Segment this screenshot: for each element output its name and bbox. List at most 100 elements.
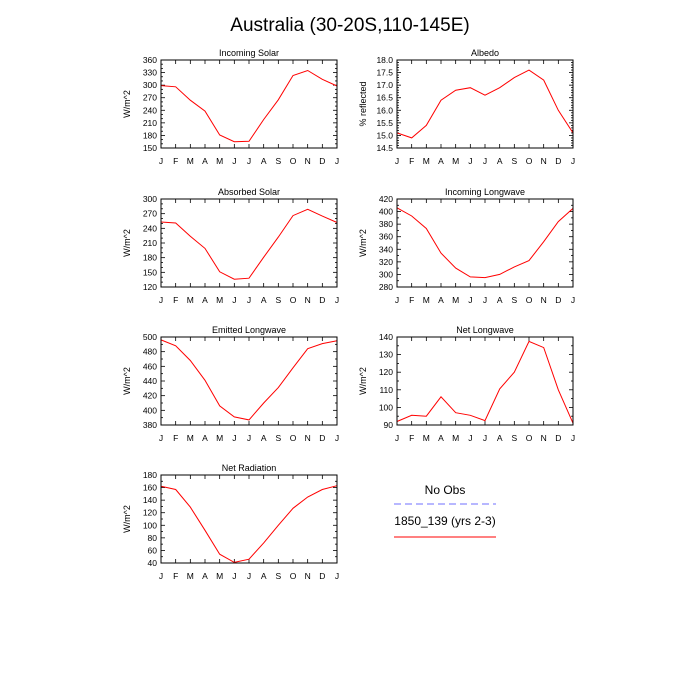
x-tick-label: J bbox=[571, 433, 575, 443]
plot-frame bbox=[396, 59, 574, 149]
y-axis-label: W/m^2 bbox=[122, 367, 132, 395]
x-tick-label: J bbox=[247, 433, 251, 443]
x-tick-label: J bbox=[232, 295, 236, 305]
x-tick-label: O bbox=[290, 295, 297, 305]
x-tick-label: D bbox=[319, 295, 325, 305]
x-tick-label: M bbox=[216, 571, 223, 581]
y-tick-label: 15.0 bbox=[376, 130, 393, 140]
x-tick-label: J bbox=[468, 433, 472, 443]
x-tick-label: M bbox=[452, 433, 459, 443]
y-tick-label: 18.0 bbox=[376, 55, 393, 65]
y-axis-label: W/m^2 bbox=[122, 505, 132, 533]
series-line bbox=[396, 207, 574, 279]
x-tick-label: J bbox=[232, 571, 236, 581]
x-tick-label: F bbox=[173, 433, 178, 443]
y-tick-label: 440 bbox=[143, 376, 157, 386]
x-tick-label: M bbox=[216, 433, 223, 443]
x-tick-label: A bbox=[497, 433, 503, 443]
x-tick-label: J bbox=[335, 571, 339, 581]
plot-frame bbox=[160, 59, 338, 149]
legend-model-label: 1850_139 (yrs 2-3) bbox=[394, 514, 495, 528]
y-tick-label: 120 bbox=[379, 367, 393, 377]
chart-panels: Incoming Solar W/m^2 150 180 210 240 270 300 330… bbox=[122, 48, 575, 581]
x-tick-label: M bbox=[452, 295, 459, 305]
y-axis-label: W/m^2 bbox=[122, 90, 132, 118]
y-tick-label: 100 bbox=[143, 520, 157, 530]
x-tick-label: J bbox=[571, 295, 575, 305]
legend: No Obs 1850_139 (yrs 2-3) bbox=[394, 483, 496, 538]
x-tick-label: D bbox=[555, 156, 561, 166]
x-tick-label: O bbox=[290, 571, 297, 581]
x-tick-label: J bbox=[335, 295, 339, 305]
x-tick-label: F bbox=[173, 571, 178, 581]
y-axis-label: W/m^2 bbox=[122, 229, 132, 257]
x-tick-label: M bbox=[187, 433, 194, 443]
x-tick-label: M bbox=[216, 156, 223, 166]
y-tick-label: 130 bbox=[379, 350, 393, 360]
x-tick-label: M bbox=[452, 156, 459, 166]
x-tick-label: J bbox=[159, 433, 163, 443]
y-tick-label: 360 bbox=[143, 55, 157, 65]
x-tick-label: M bbox=[216, 295, 223, 305]
x-tick-label: D bbox=[555, 295, 561, 305]
x-tick-label: M bbox=[187, 295, 194, 305]
y-tick-label: 460 bbox=[143, 361, 157, 371]
series-line bbox=[160, 208, 338, 280]
plot-frame bbox=[396, 198, 574, 288]
x-tick-label: N bbox=[305, 156, 311, 166]
x-tick-label: A bbox=[261, 433, 267, 443]
x-tick-label: F bbox=[409, 295, 414, 305]
series-line bbox=[396, 340, 574, 424]
x-tick-label: O bbox=[290, 156, 297, 166]
panel-3: Incoming Longwave W/m^2 280 300 320 340 360 380… bbox=[358, 187, 575, 305]
x-tick-label: A bbox=[261, 295, 267, 305]
x-tick-label: O bbox=[526, 156, 533, 166]
y-tick-label: 300 bbox=[143, 194, 157, 204]
y-tick-label: 210 bbox=[143, 238, 157, 248]
x-tick-label: J bbox=[468, 156, 472, 166]
x-tick-label: N bbox=[541, 433, 547, 443]
x-tick-label: N bbox=[541, 295, 547, 305]
x-tick-label: J bbox=[247, 156, 251, 166]
y-tick-label: 60 bbox=[148, 545, 158, 555]
x-tick-label: D bbox=[319, 156, 325, 166]
x-tick-label: A bbox=[202, 433, 208, 443]
y-tick-label: 380 bbox=[143, 420, 157, 430]
x-tick-label: S bbox=[511, 433, 517, 443]
x-tick-label: J bbox=[247, 571, 251, 581]
x-tick-label: O bbox=[526, 433, 533, 443]
y-tick-label: 120 bbox=[143, 508, 157, 518]
x-tick-label: N bbox=[541, 156, 547, 166]
x-tick-label: A bbox=[497, 295, 503, 305]
series-line bbox=[396, 69, 574, 139]
x-tick-label: F bbox=[409, 156, 414, 166]
x-tick-label: M bbox=[423, 433, 430, 443]
y-tick-label: 420 bbox=[379, 194, 393, 204]
x-tick-label: D bbox=[319, 433, 325, 443]
y-tick-label: 420 bbox=[143, 391, 157, 401]
y-tick-label: 17.5 bbox=[376, 68, 393, 78]
y-axis-label: W/m^2 bbox=[358, 367, 368, 395]
x-tick-label: M bbox=[187, 156, 194, 166]
x-tick-label: O bbox=[290, 433, 297, 443]
panel-title: Emitted Longwave bbox=[212, 325, 286, 335]
panel-title: Albedo bbox=[471, 48, 499, 58]
y-tick-label: 240 bbox=[143, 105, 157, 115]
panel-2: Absorbed Solar W/m^2 120 150 180 210 240 270 300… bbox=[122, 187, 339, 305]
x-tick-label: S bbox=[275, 156, 281, 166]
y-tick-label: 100 bbox=[379, 402, 393, 412]
y-tick-label: 16.5 bbox=[376, 93, 393, 103]
y-tick-label: 300 bbox=[379, 269, 393, 279]
x-tick-label: A bbox=[202, 156, 208, 166]
y-tick-label: 330 bbox=[143, 68, 157, 78]
panel-4: Emitted Longwave W/m^2 380 400 420 440 460 480 5… bbox=[122, 325, 339, 443]
y-tick-label: 400 bbox=[143, 405, 157, 415]
y-tick-label: 340 bbox=[379, 244, 393, 254]
x-tick-label: S bbox=[275, 433, 281, 443]
plot-frame bbox=[160, 474, 338, 564]
x-tick-label: J bbox=[483, 433, 487, 443]
x-tick-label: J bbox=[395, 295, 399, 305]
x-tick-label: O bbox=[526, 295, 533, 305]
